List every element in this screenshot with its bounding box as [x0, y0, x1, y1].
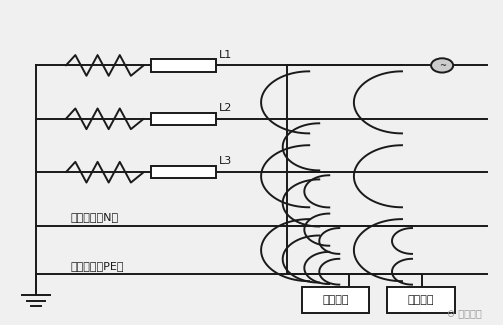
Text: 工作零线（N）: 工作零线（N） [71, 212, 119, 222]
Text: L2: L2 [219, 103, 232, 113]
Text: L3: L3 [219, 156, 232, 166]
Text: ⊙ 电力实事: ⊙ 电力实事 [448, 308, 482, 318]
Bar [151, 59, 216, 72]
Text: L1: L1 [219, 50, 232, 59]
Text: ~: ~ [439, 61, 446, 70]
Text: 三相设备: 三相设备 [322, 295, 349, 305]
Bar [302, 287, 369, 313]
Circle shape [431, 58, 453, 72]
Text: 保护零线（PE）: 保护零线（PE） [71, 261, 124, 271]
Text: 单相设备: 单相设备 [407, 295, 434, 305]
Bar [151, 113, 216, 125]
Bar [387, 287, 455, 313]
Bar [151, 166, 216, 178]
